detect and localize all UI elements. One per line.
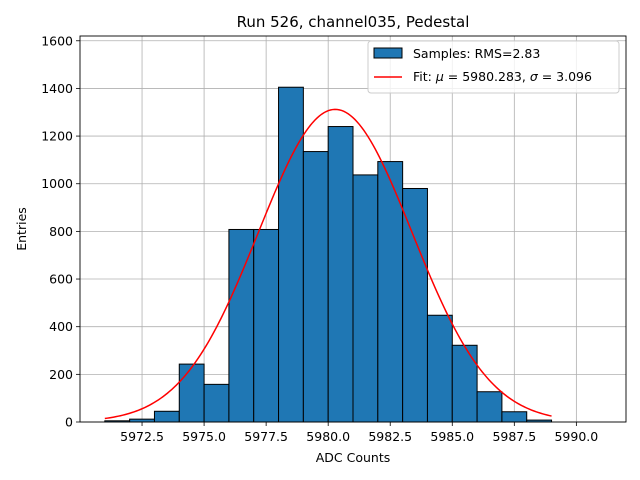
histogram-bar-3 <box>178 363 205 423</box>
y-axis-label: Entries <box>14 207 29 251</box>
histogram-bar-15 <box>476 391 503 423</box>
plot-frame <box>79 35 627 423</box>
histogram-bar-2 <box>153 410 180 423</box>
y-tick-label-2: 400 <box>49 319 73 334</box>
histogram-bars <box>104 86 553 423</box>
histogram-bar-10 <box>352 174 379 423</box>
histogram-bar-13 <box>426 314 453 423</box>
histogram-bar-11 <box>377 161 404 423</box>
histogram-bar-4 <box>203 383 230 423</box>
legend-label-samples: Samples: RMS=2.83 <box>413 46 540 61</box>
histogram-bar-7 <box>278 86 304 423</box>
histogram-bar-8 <box>302 151 329 423</box>
histogram-bar-12 <box>402 187 428 423</box>
y-tick-label-6: 1200 <box>41 129 73 144</box>
y-tick-label-8: 1600 <box>41 33 73 48</box>
legend-fit-sigma-value: = 3.096 <box>538 69 592 84</box>
x-tick-label-6: 5987.5 <box>492 429 536 444</box>
legend-label-fit: Fit: μ = 5980.283, σ = 3.096 <box>413 69 592 84</box>
x-tick-label-3: 5980.0 <box>306 429 350 444</box>
chart-title: Run 526, channel035, Pedestal <box>237 13 470 31</box>
x-tick-label-1: 5975.0 <box>182 429 226 444</box>
histogram-bar-16 <box>501 411 528 423</box>
x-tick-label-2: 5977.5 <box>244 429 288 444</box>
histogram-bar-9 <box>327 126 354 423</box>
x-tick-label-7: 5990.0 <box>554 429 598 444</box>
x-tick-label-5: 5985.0 <box>430 429 474 444</box>
y-tick-label-4: 800 <box>49 224 73 239</box>
histogram-bar-5 <box>228 228 255 423</box>
histogram-bar-14 <box>451 344 478 423</box>
legend-box <box>367 40 620 94</box>
fit-curve <box>104 108 552 420</box>
legend-fit-mu-value: = 5980.283, <box>444 69 530 84</box>
legend: Samples: RMS=2.83 Fit: μ = 5980.283, σ =… <box>367 40 620 94</box>
legend-fit-mu-symbol: μ <box>435 69 444 84</box>
y-tick-label-7: 1400 <box>41 81 73 96</box>
y-tick-label-5: 1000 <box>41 176 73 191</box>
legend-fit-prefix: Fit: <box>413 69 436 84</box>
legend-fit-sigma-symbol: σ <box>530 69 539 84</box>
y-tick-label-1: 200 <box>49 367 73 382</box>
y-tick-label-0: 0 <box>65 415 73 430</box>
y-tick-label-3: 600 <box>49 272 73 287</box>
x-axis-label: ADC Counts <box>316 450 391 465</box>
x-tick-label-0: 5972.5 <box>120 429 164 444</box>
histogram-bar-6 <box>253 228 280 423</box>
y-axis-ticks: 0 200 400 600 800 1000 1200 1400 1600 <box>41 33 80 430</box>
x-tick-label-4: 5982.5 <box>368 429 412 444</box>
legend-swatch-samples <box>373 47 403 59</box>
x-axis-ticks: 5972.5 5975.0 5977.5 5980.0 5982.5 5985.0 5987… <box>120 422 598 444</box>
